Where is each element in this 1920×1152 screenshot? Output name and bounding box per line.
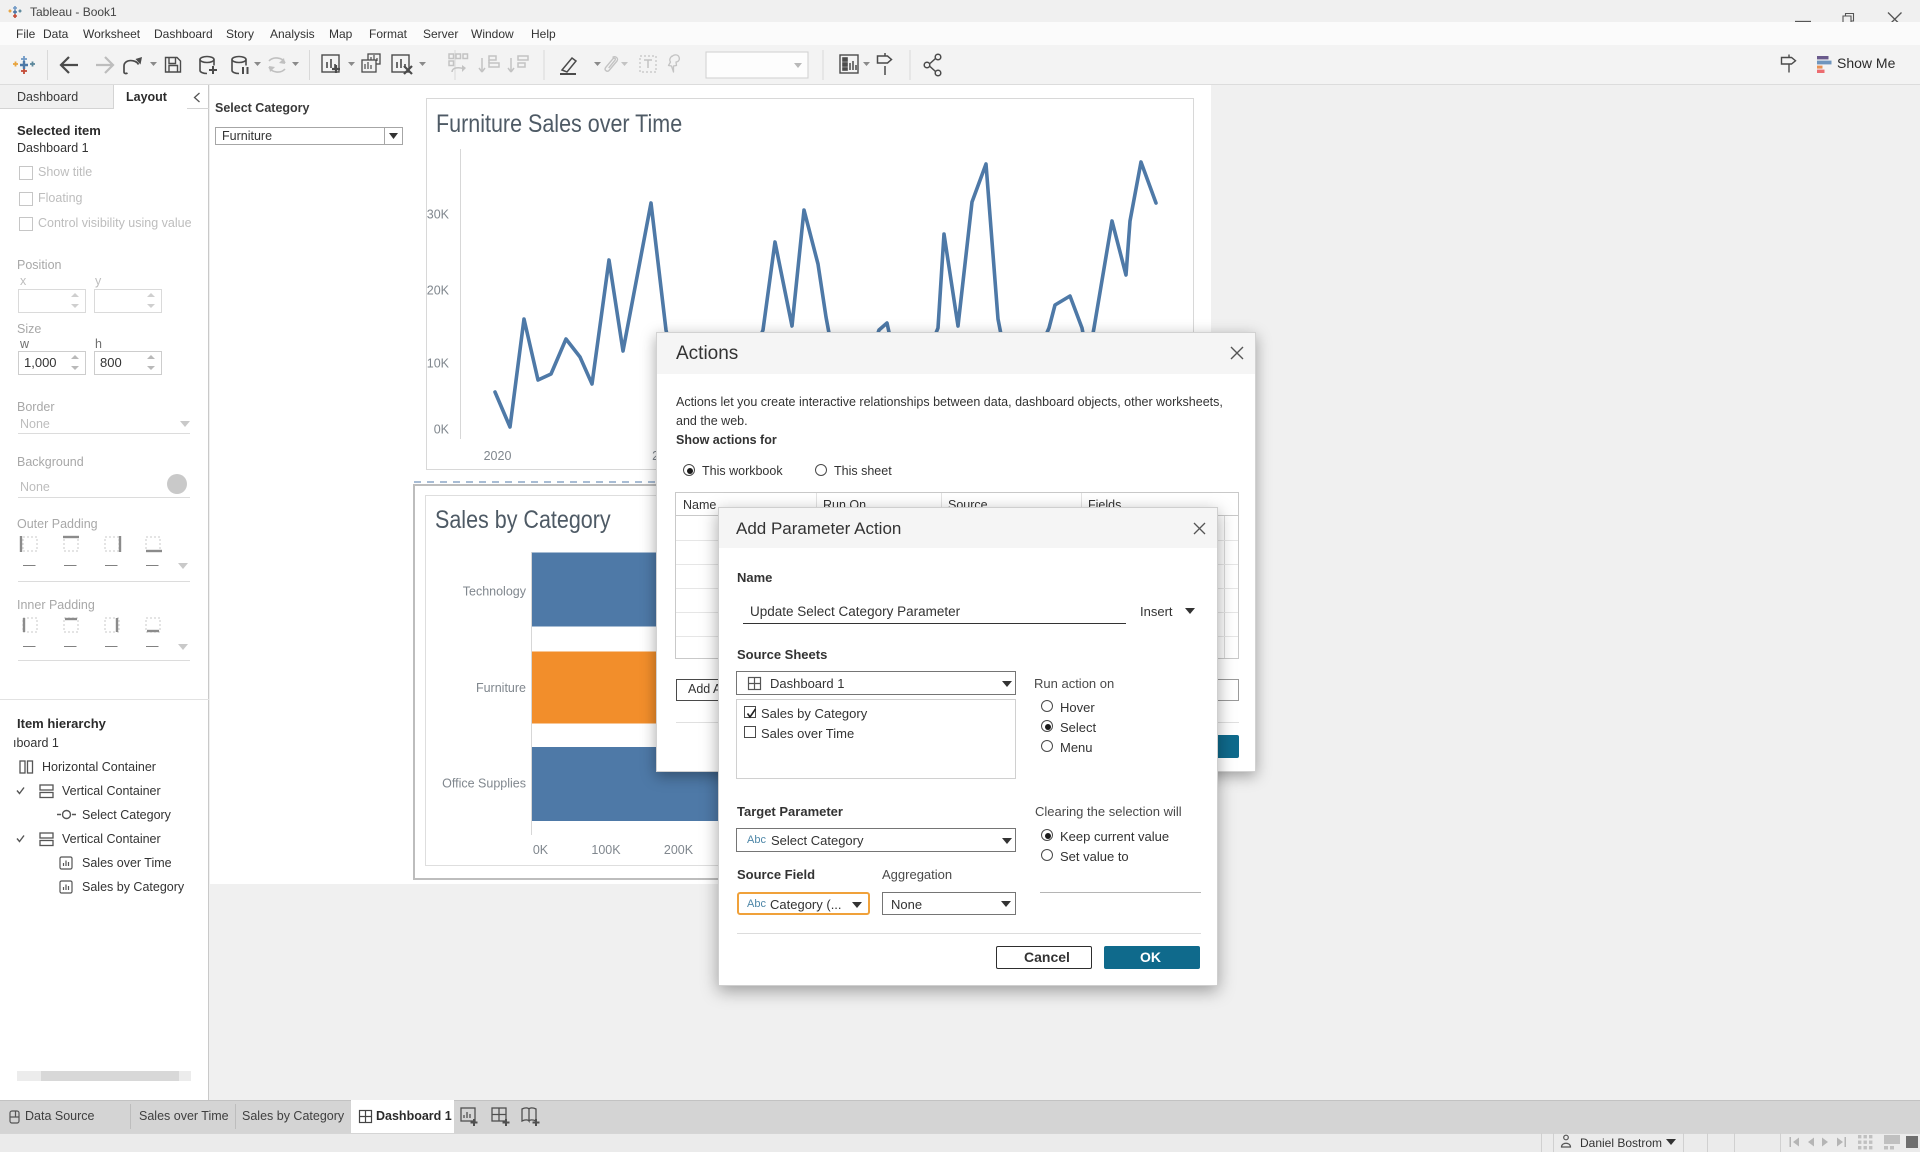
svg-text:Furniture: Furniture (476, 681, 526, 695)
svg-text:200K: 200K (664, 843, 694, 857)
svg-text:10K: 10K (427, 357, 450, 371)
svg-text:0K: 0K (434, 423, 450, 437)
svg-text:Technology: Technology (463, 585, 527, 599)
svg-text:0K: 0K (533, 843, 549, 857)
svg-text:100K: 100K (591, 843, 621, 857)
svg-text:Office Supplies: Office Supplies (442, 777, 526, 791)
svg-text:20K: 20K (427, 284, 450, 298)
svg-text:2020: 2020 (484, 449, 512, 463)
svg-text:30K: 30K (427, 208, 450, 222)
